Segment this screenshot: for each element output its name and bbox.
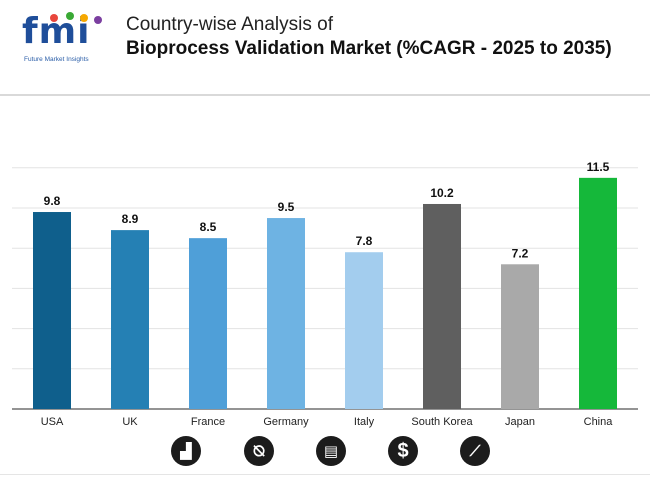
bar-chart: 9.8 USA 8.9 UK 8.5 France 9.5 Germany 7.8 Italy 10… (12, 160, 638, 428)
value-label: 9.5 (278, 200, 295, 214)
chart-title-line-1: Country-wise Analysis of (126, 14, 333, 35)
bar-china[interactable] (579, 177, 617, 409)
growth-chart-icon[interactable]: ▟ (171, 436, 201, 466)
bar-south-korea[interactable] (423, 203, 461, 409)
labels: 9.8 USA 8.9 UK 8.5 France 9.5 Germany 7.8 Italy 10… (41, 160, 614, 428)
dollar-icon[interactable]: $ (388, 436, 418, 466)
header: fmi Future Market Insights Country-wise … (0, 0, 650, 92)
value-label: 8.5 (200, 220, 217, 234)
logo-dot-yellow (80, 14, 88, 22)
gridlines (12, 167, 638, 410)
value-label: 7.8 (356, 234, 373, 248)
line-chart-icon[interactable]: ⟋ (460, 436, 490, 466)
category-label: UK (122, 416, 138, 428)
footer-icons: ▟ ⦰ ▤ $ ⟋ (0, 436, 650, 470)
bar-uk[interactable] (111, 230, 149, 409)
logo-dot-green (66, 12, 74, 20)
logo-dot-purple (94, 16, 102, 24)
magnifier-trend-icon[interactable]: ⦰ (244, 436, 274, 466)
bar-france[interactable] (189, 238, 227, 409)
header-divider (0, 94, 650, 96)
logo-tagline: Future Market Insights (24, 56, 89, 63)
document-list-icon[interactable]: ▤ (316, 436, 346, 466)
value-label: 9.8 (44, 194, 61, 208)
category-label: Germany (263, 416, 309, 428)
category-label: South Korea (411, 416, 473, 428)
bar-usa[interactable] (33, 212, 71, 409)
bar-germany[interactable] (267, 218, 305, 409)
bar-italy[interactable] (345, 252, 383, 409)
category-label: Japan (505, 416, 535, 428)
chart-title-line-2: Bioprocess Validation Market (%CAGR - 20… (126, 38, 612, 59)
category-label: USA (41, 416, 64, 428)
value-label: 11.5 (587, 160, 610, 174)
value-label: 10.2 (430, 186, 454, 200)
value-label: 7.2 (512, 246, 529, 260)
bar-japan[interactable] (501, 264, 539, 409)
bars (33, 177, 617, 409)
fmi-logo[interactable]: fmi Future Market Insights (22, 12, 112, 74)
value-label: 8.9 (122, 212, 139, 226)
category-label: France (191, 416, 225, 428)
logo-dot-red (50, 14, 58, 22)
footer-divider (0, 474, 650, 475)
category-label: China (584, 416, 614, 428)
category-label: Italy (354, 416, 375, 428)
